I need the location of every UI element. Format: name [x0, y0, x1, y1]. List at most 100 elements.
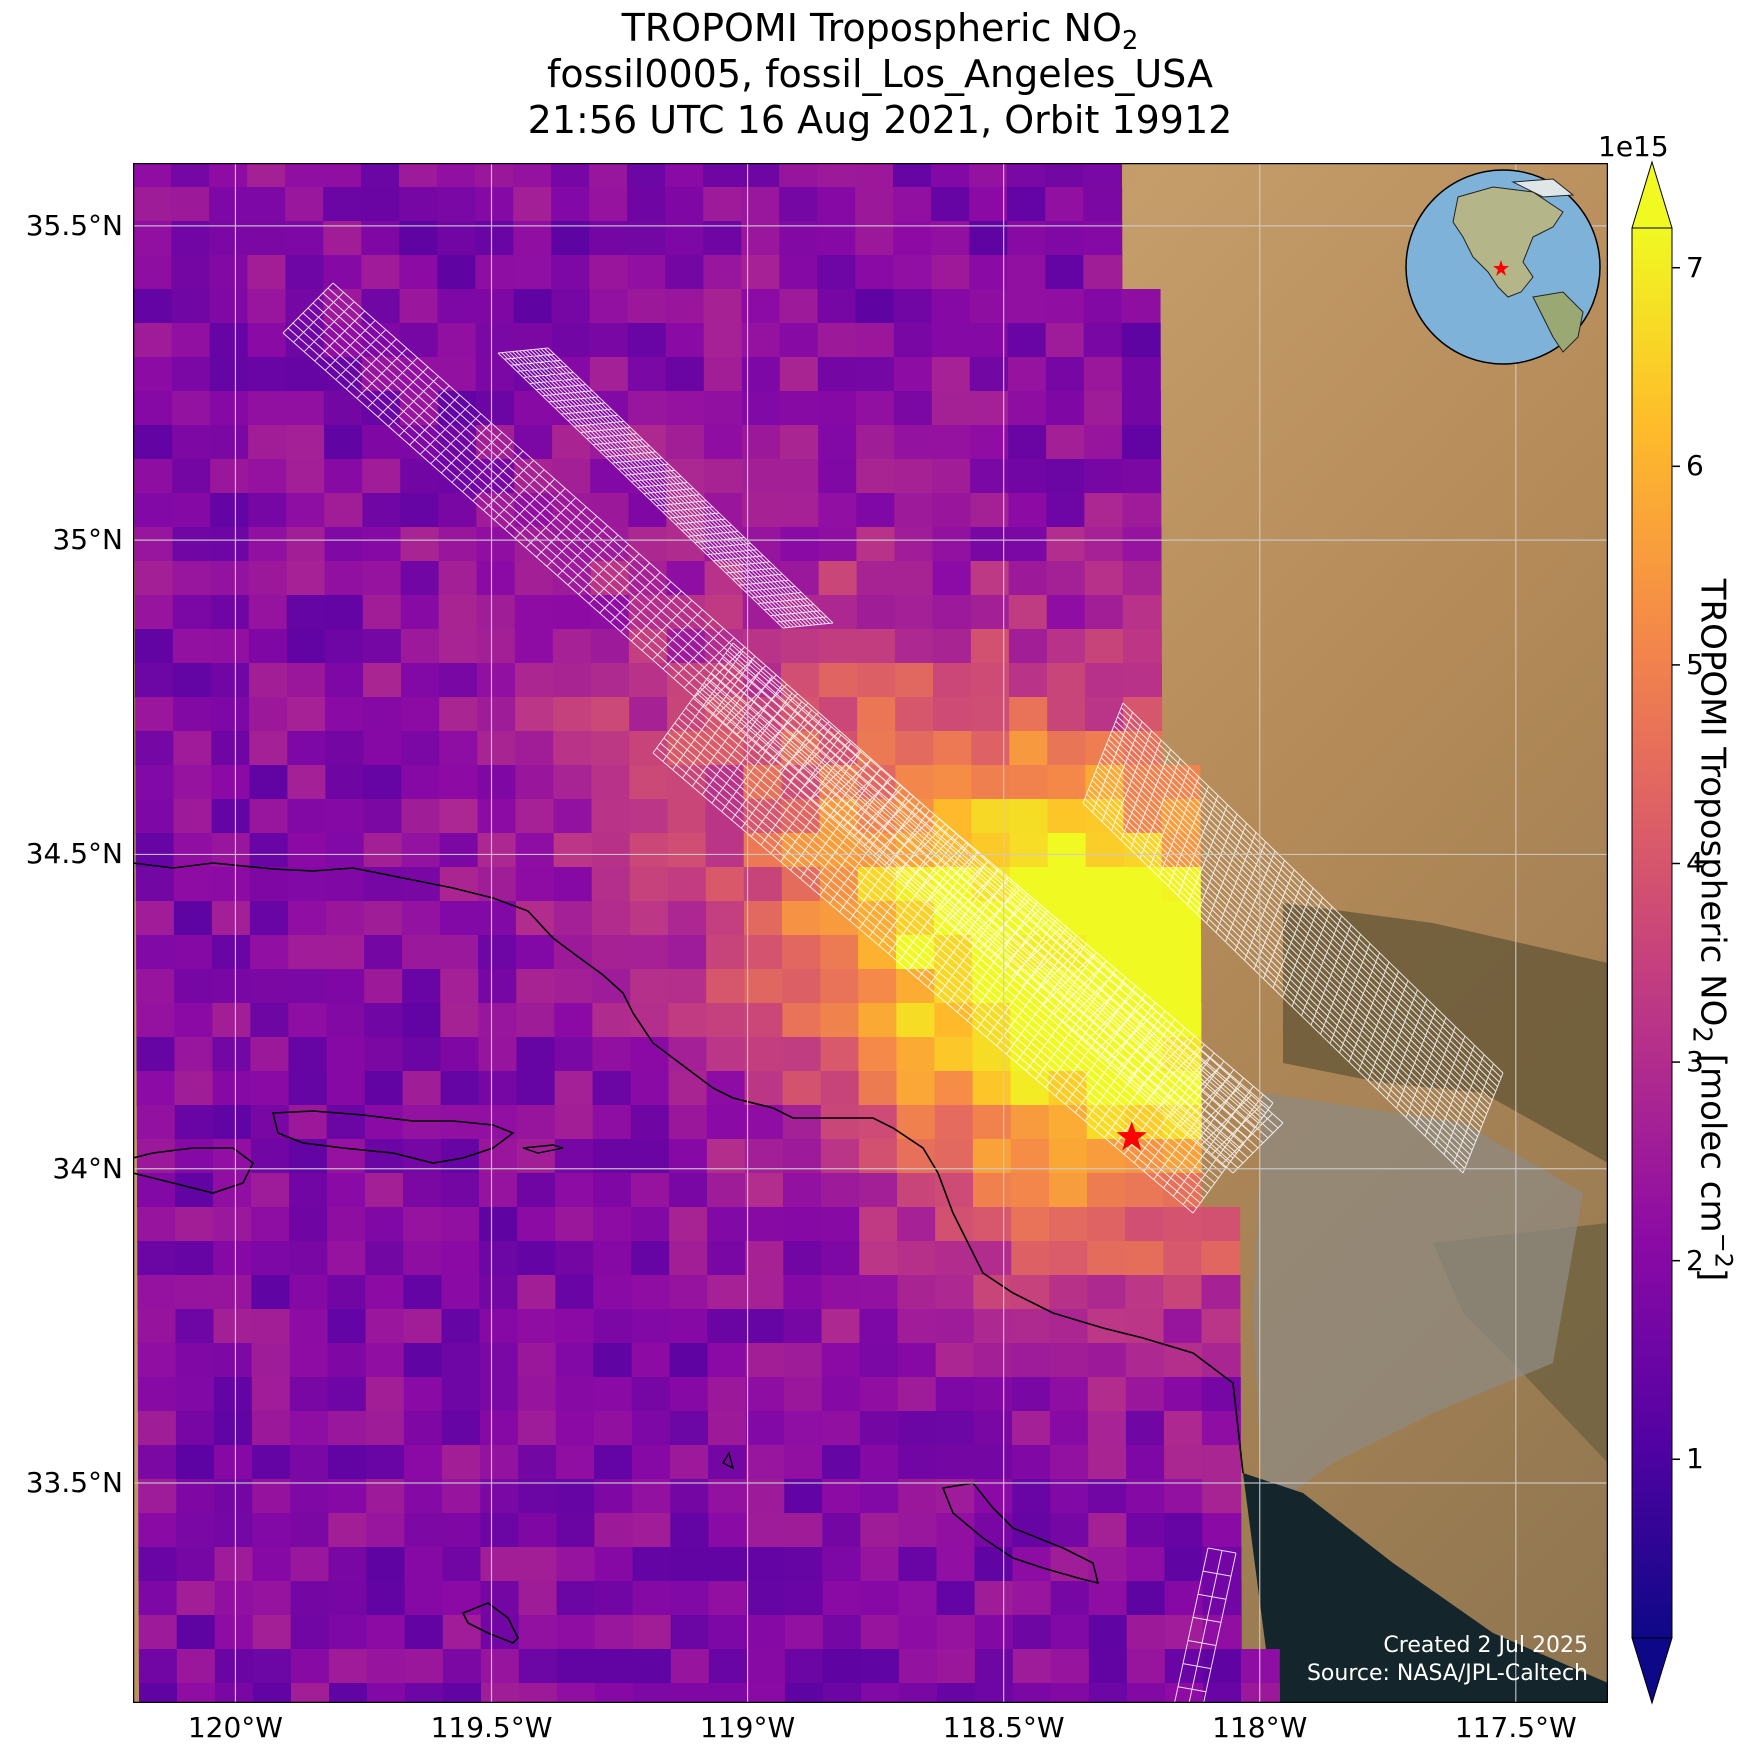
- no2-pixel: [552, 527, 592, 562]
- no2-pixel: [973, 1411, 1013, 1446]
- no2-pixel: [707, 1343, 747, 1378]
- no2-pixel: [1164, 1547, 1204, 1582]
- no2-pixel: [361, 221, 401, 256]
- no2-pixel: [176, 1513, 216, 1548]
- no2-pixel: [176, 1683, 216, 1703]
- no2-pixel: [173, 901, 213, 936]
- no2-pixel: [591, 901, 631, 936]
- no2-pixel: [290, 1615, 330, 1650]
- no2-pixel: [1049, 1309, 1089, 1344]
- no2-pixel: [781, 663, 821, 698]
- no2-pixel: [290, 1581, 330, 1616]
- no2-pixel: [591, 765, 631, 800]
- no2-pixel: [973, 1207, 1013, 1242]
- no2-pixel: [779, 187, 819, 222]
- no2-pixel: [745, 1275, 785, 1310]
- no2-pixel: [1049, 1173, 1089, 1208]
- no2-pixel: [1087, 1241, 1127, 1276]
- no2-pixel: [400, 493, 440, 528]
- no2-pixel: [249, 663, 289, 698]
- no2-pixel: [366, 1479, 406, 1514]
- no2-pixel: [817, 289, 857, 324]
- no2-pixel: [1122, 629, 1162, 664]
- no2-pixel: [591, 697, 631, 732]
- no2-pixel: [819, 663, 859, 698]
- no2-pixel: [897, 1173, 937, 1208]
- no2-pixel: [477, 833, 517, 868]
- no2-pixel: [665, 255, 705, 290]
- no2-pixel: [817, 187, 857, 222]
- no2-pixel: [403, 1377, 443, 1412]
- no2-pixel: [935, 1207, 975, 1242]
- no2-pixel: [440, 935, 480, 970]
- no2-pixel: [669, 1173, 709, 1208]
- no2-pixel: [1083, 289, 1123, 324]
- no2-pixel: [173, 731, 213, 766]
- island-santa-catalina: [941, 1482, 1100, 1585]
- no2-pixel: [365, 1377, 405, 1412]
- no2-pixel: [973, 1377, 1013, 1412]
- no2-pixel: [817, 163, 857, 188]
- basemap-ocean: [1243, 1473, 1608, 1703]
- no2-pixel: [514, 527, 554, 562]
- no2-pixel: [1125, 1343, 1165, 1378]
- no2-pixel: [893, 289, 933, 324]
- no2-pixel: [133, 391, 173, 426]
- no2-pixel: [744, 969, 784, 1004]
- no2-pixel: [1047, 765, 1087, 800]
- no2-pixel: [859, 1343, 899, 1378]
- no2-pixel: [1087, 1343, 1127, 1378]
- no2-pixel: [324, 425, 364, 460]
- no2-pixel: [1008, 629, 1048, 664]
- no2-pixel: [289, 1275, 329, 1310]
- no2-pixel: [285, 357, 325, 392]
- no2-pixel: [327, 1275, 367, 1310]
- no2-pixel: [479, 1411, 519, 1446]
- no2-pixel: [665, 357, 705, 392]
- no2-pixel: [970, 493, 1010, 528]
- no2-pixel: [250, 935, 290, 970]
- no2-pixel: [135, 867, 175, 902]
- no2-pixel: [632, 1615, 672, 1650]
- no2-pixel: [781, 799, 821, 834]
- no2-pixel: [553, 731, 593, 766]
- no2-pixel: [855, 221, 895, 256]
- no2-pixel: [290, 1479, 330, 1514]
- colorbar-tick-label: 2: [1686, 1243, 1704, 1277]
- no2-pixel: [742, 629, 782, 664]
- no2-pixel: [1048, 1105, 1088, 1140]
- no2-pixel: [437, 323, 477, 358]
- no2-pixel: [858, 935, 898, 970]
- no2-pixel: [1046, 459, 1086, 494]
- no2-pixel: [631, 1411, 671, 1446]
- no2-pixel: [134, 493, 174, 528]
- no2-pixel: [440, 1003, 480, 1038]
- no2-pixel: [1012, 1649, 1052, 1684]
- no2-pixel: [783, 1275, 823, 1310]
- no2-pixel: [630, 1037, 670, 1072]
- no2-pixel: [209, 289, 249, 324]
- no2-pixel: [894, 425, 934, 460]
- no2-pixel: [744, 1071, 784, 1106]
- no2-pixel: [251, 1309, 291, 1344]
- lon-tick-label: 117.5°W: [1454, 1711, 1577, 1744]
- no2-pixel: [590, 493, 630, 528]
- no2-pixel: [821, 1309, 861, 1344]
- no2-pixel: [475, 187, 515, 222]
- no2-pixel: [518, 1445, 558, 1480]
- no2-pixel: [1163, 1411, 1203, 1446]
- no2-pixel: [247, 323, 287, 358]
- no2-pixel: [817, 323, 857, 358]
- no2-pixel: [589, 163, 629, 188]
- no2-pixel: [592, 1105, 632, 1140]
- no2-pixel: [477, 731, 517, 766]
- no2-pixel: [252, 1581, 292, 1616]
- no2-pixel: [480, 1683, 520, 1703]
- no2-pixel: [210, 425, 250, 460]
- no2-pixel: [668, 1071, 708, 1106]
- no2-pixel: [1088, 1547, 1128, 1582]
- no2-pixel: [1162, 969, 1202, 1004]
- no2-pixel: [363, 765, 403, 800]
- no2-pixel: [1087, 1377, 1127, 1412]
- no2-pixel: [210, 595, 250, 630]
